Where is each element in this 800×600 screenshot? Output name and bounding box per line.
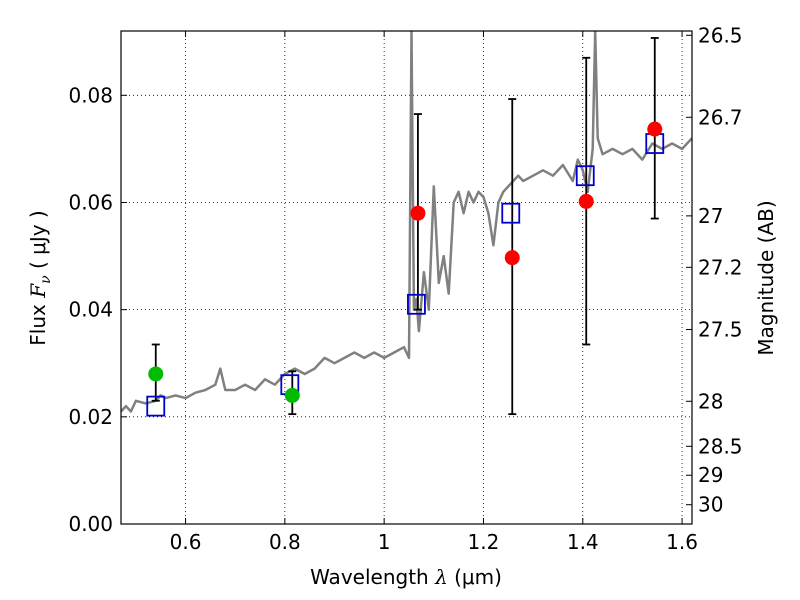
plot-area <box>121 31 692 413</box>
model-flux-square <box>575 165 595 187</box>
y-tick-label: 0.08 <box>68 83 113 107</box>
grid <box>121 31 692 525</box>
magnitude-tick-label: 28 <box>698 389 723 413</box>
y-tick-label: 0.06 <box>68 190 113 214</box>
magnitude-axis-title: Magnitude (AB) <box>754 200 778 355</box>
observed-flux-point <box>647 121 663 137</box>
y-axis-title: Flux Fν ( μJy ) <box>26 210 54 345</box>
series-layer <box>121 31 692 413</box>
x-tick-label: 1.4 <box>567 530 599 554</box>
spectrum-line <box>121 31 692 413</box>
model-flux-square <box>407 293 426 315</box>
observed-flux-point <box>578 193 594 209</box>
observed-flux-point <box>284 387 300 403</box>
marker-layer <box>146 121 665 417</box>
magnitude-tick-label: 27.5 <box>698 317 743 341</box>
magnitude-tick-label: 26.7 <box>698 105 743 129</box>
y-tick-label: 0.04 <box>68 298 113 322</box>
magnitude-axis: 26.5 26.7 27 27.2 27.5 28 28.5 29 30 <box>686 23 743 517</box>
y-tick-label: 0.02 <box>68 405 113 429</box>
errorbar-layer <box>151 37 659 416</box>
y-axis: 0.00 0.02 0.04 0.06 0.08 <box>68 83 127 536</box>
x-tick-label: 0.8 <box>269 530 301 554</box>
magnitude-tick-label: 26.5 <box>698 23 743 47</box>
magnitude-tick-label: 27.2 <box>698 255 743 279</box>
plot-frame <box>120 30 693 525</box>
x-axis: 0.6 0.8 1 1.2 1.4 1.6 <box>170 31 698 554</box>
magnitude-tick-label: 27 <box>698 204 723 228</box>
y-tick-label: 0.00 <box>68 512 113 536</box>
x-axis-title: Wavelength λ (μm) <box>310 565 502 589</box>
magnitude-tick-label: 30 <box>698 493 723 517</box>
magnitude-tick-label: 29 <box>698 463 723 487</box>
observed-flux-point <box>504 250 520 266</box>
x-tick-label: 1 <box>378 530 391 554</box>
model-flux-square <box>146 395 166 417</box>
magnitude-tick-label: 28.5 <box>698 434 743 458</box>
x-tick-label: 1.6 <box>666 530 698 554</box>
x-tick-label: 1.2 <box>468 530 500 554</box>
observed-flux-point <box>410 205 426 221</box>
x-tick-label: 0.6 <box>170 530 202 554</box>
model-flux-square <box>501 202 521 224</box>
observed-flux-point <box>148 366 164 382</box>
